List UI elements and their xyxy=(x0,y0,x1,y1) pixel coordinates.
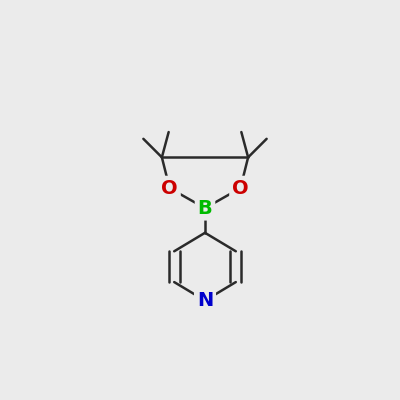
Text: N: N xyxy=(197,291,213,310)
Text: O: O xyxy=(232,179,249,198)
Text: B: B xyxy=(198,199,212,218)
Text: O: O xyxy=(161,179,178,198)
